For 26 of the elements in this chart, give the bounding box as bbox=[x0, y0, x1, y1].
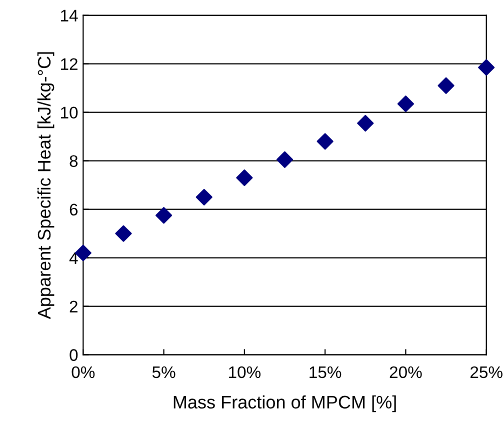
point bbox=[316, 133, 334, 150]
point bbox=[196, 188, 212, 206]
x-tick-label: 25% bbox=[470, 366, 502, 378]
x-tick-label: 15% bbox=[310, 366, 342, 378]
y-axis-title: Apparent Specific Heat [kJ/kg-°C] bbox=[37, 52, 54, 320]
y-tick-label: 0 bbox=[70, 349, 78, 361]
point bbox=[397, 96, 414, 112]
point bbox=[115, 225, 132, 242]
point bbox=[236, 169, 253, 186]
x-tick-label: 5% bbox=[152, 366, 176, 378]
y-tick-label: 8 bbox=[70, 155, 78, 168]
point bbox=[357, 114, 374, 132]
point bbox=[156, 207, 172, 224]
x-tick-label: 20% bbox=[390, 366, 422, 378]
x-tick-label: 10% bbox=[229, 366, 261, 378]
y-tick-label: 2 bbox=[70, 300, 78, 312]
x-axis-title: Mass Fraction of MPCM [%] bbox=[174, 395, 396, 412]
point bbox=[438, 77, 454, 94]
x-tick-label: 0% bbox=[72, 366, 95, 378]
y-tick-label: 6 bbox=[70, 204, 78, 216]
y-tick-label: 12 bbox=[61, 58, 78, 70]
point bbox=[478, 59, 495, 76]
y-tick-label: 14 bbox=[61, 10, 78, 22]
point bbox=[276, 151, 294, 168]
y-tick-label: 10 bbox=[61, 106, 78, 119]
y-tick-label: 4 bbox=[69, 252, 78, 264]
